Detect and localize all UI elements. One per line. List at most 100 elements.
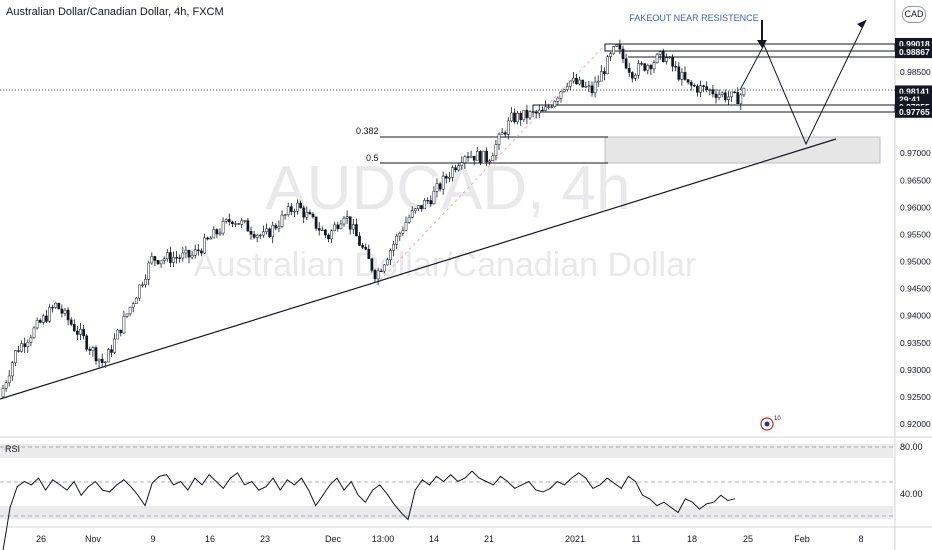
candle [342, 217, 346, 225]
candle [696, 85, 699, 93]
price-tag-label: 0.99018 [899, 39, 930, 49]
candle [351, 224, 355, 230]
price-axis[interactable]: 0.985000.980000.970000.965000.960000.955… [895, 37, 932, 429]
candle [23, 343, 27, 347]
candle [165, 252, 169, 260]
candle [110, 349, 113, 353]
candle [420, 205, 423, 210]
candlestick-series [1, 39, 746, 398]
candle [451, 167, 454, 178]
candle [178, 257, 182, 259]
rsi-label: RSI [5, 444, 20, 454]
candle [516, 112, 519, 123]
candle [172, 257, 175, 263]
candle [116, 329, 120, 340]
candle [500, 132, 504, 135]
candle [41, 315, 45, 323]
candle [525, 109, 529, 119]
support-box[interactable] [532, 104, 896, 113]
time-tick-label: 11 [631, 534, 640, 544]
candle [736, 92, 740, 105]
candle [547, 106, 550, 108]
candle [262, 231, 265, 236]
candle [203, 237, 206, 254]
candle [361, 245, 364, 248]
fib-zone[interactable] [604, 136, 881, 164]
candle [265, 228, 268, 233]
rsi-band-upper [0, 444, 893, 458]
currency-badge[interactable]: CAD [902, 6, 926, 23]
candle [286, 206, 290, 215]
candle [727, 96, 730, 100]
candle [32, 327, 36, 339]
candle [401, 230, 405, 234]
candle [677, 66, 681, 80]
time-axis[interactable]: 26 Nov 9 16 23 Dec 13:00 14 21 2021 11 18 25 Feb 8 [36, 534, 864, 544]
candle [537, 109, 541, 114]
candle [568, 80, 572, 87]
candle [643, 63, 647, 71]
candle [426, 200, 430, 202]
candle [658, 51, 662, 55]
candle [379, 270, 383, 272]
candle [646, 65, 650, 71]
candle [435, 183, 439, 192]
rsi-level-80-label: 80.00 [900, 442, 923, 452]
candle [730, 91, 733, 98]
candle [85, 335, 89, 350]
candle [320, 229, 324, 231]
candle [289, 206, 293, 212]
fakeout-arrowhead [757, 40, 767, 48]
candle [66, 309, 70, 321]
candle [324, 229, 327, 236]
candle [100, 358, 104, 364]
candle [438, 183, 442, 190]
candle [739, 94, 743, 105]
candle [587, 85, 591, 87]
candle [674, 66, 678, 68]
candle [196, 249, 200, 252]
candle [268, 228, 271, 238]
candle [57, 302, 61, 310]
candle [38, 320, 42, 323]
ascending-trendline[interactable] [0, 138, 837, 400]
candle [553, 101, 557, 108]
price-tag [895, 46, 932, 59]
candle [190, 255, 194, 258]
candle [572, 77, 575, 82]
candle [686, 79, 690, 83]
candle [97, 358, 101, 362]
candle [559, 91, 563, 99]
candle [482, 150, 485, 164]
candle [355, 224, 358, 237]
candle [107, 349, 110, 363]
candle [618, 44, 622, 50]
candle [528, 111, 532, 119]
candle [413, 208, 417, 212]
watermark-name: Australian Dollar/Canadian Dollar [194, 246, 697, 284]
time-tick-label: Feb [794, 534, 810, 544]
candle [147, 262, 151, 280]
price-tick-label: 0.97000 [900, 148, 931, 158]
candle [138, 284, 141, 299]
candle [252, 234, 256, 238]
candle [668, 56, 671, 59]
candle [150, 256, 154, 264]
candle [429, 200, 433, 205]
candle [20, 343, 23, 352]
price-tick-label: 0.95000 [900, 257, 931, 267]
projection-path[interactable] [739, 19, 867, 146]
candle [665, 57, 668, 62]
candle [200, 250, 203, 254]
candle [624, 58, 628, 69]
candle [94, 347, 98, 362]
candle [689, 82, 693, 86]
time-tick-label: 21 [484, 534, 494, 544]
candle [454, 167, 457, 171]
candle [48, 307, 51, 322]
candle [221, 221, 225, 234]
candle [181, 252, 185, 259]
event-badge-count: 10 [774, 416, 781, 422]
candle [274, 225, 278, 229]
